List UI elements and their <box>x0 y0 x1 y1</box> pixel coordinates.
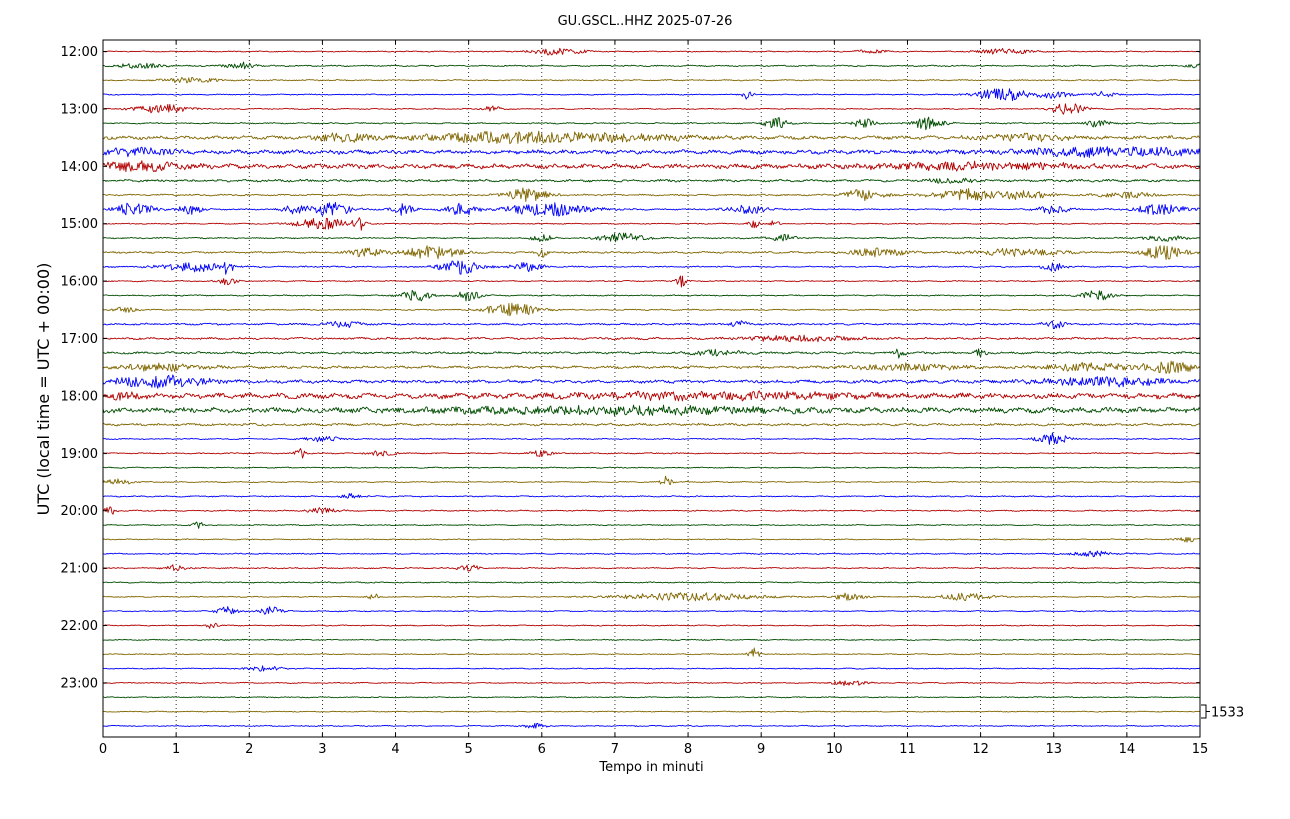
amplitude-scale: 1533 <box>1201 704 1244 721</box>
trace-2130 <box>102 592 1201 602</box>
y-axis-ticks: 12:00 13:00 14:00 15:00 16:00 17:00 18:00 19:00… <box>61 45 1200 691</box>
trace-1430 <box>102 187 1201 203</box>
x-tick-label: 14 <box>1119 742 1136 757</box>
x-tick-label: 9 <box>757 742 765 757</box>
trace-2200 <box>102 622 1201 629</box>
scale-bar <box>1201 704 1210 719</box>
trace-1830 <box>102 422 1201 427</box>
trace-1745 <box>102 374 1201 389</box>
trace-2045 <box>102 550 1201 558</box>
y-tick-label: 23:00 <box>61 676 98 691</box>
trace-1915 <box>102 466 1201 469</box>
trace-1500 <box>102 217 1201 231</box>
trace-1845 <box>102 432 1201 445</box>
trace-2315 <box>102 696 1201 699</box>
y-tick-label: 22:00 <box>61 619 98 634</box>
x-tick-label: 6 <box>538 742 546 757</box>
trace-1315 <box>102 116 1201 131</box>
x-tick-label: 4 <box>391 742 399 757</box>
y-tick-label: 19:00 <box>61 447 98 462</box>
trace-1900 <box>102 448 1201 459</box>
y-tick-label: 21:00 <box>61 562 98 577</box>
trace-2000 <box>102 506 1201 515</box>
trace-1415 <box>102 177 1201 184</box>
trace-1215 <box>102 61 1201 70</box>
x-tick-label: 13 <box>1045 742 1062 757</box>
seismogram-traces <box>102 47 1201 729</box>
trace-1730 <box>102 360 1201 374</box>
trace-1230 <box>102 76 1201 84</box>
x-tick-label: 5 <box>465 742 473 757</box>
trace-1530 <box>102 245 1201 261</box>
x-tick-label: 0 <box>99 742 107 757</box>
trace-2345 <box>102 722 1201 729</box>
y-tick-label: 18:00 <box>61 389 98 404</box>
vertical-grid <box>175 40 1128 737</box>
trace-1600 <box>102 275 1201 288</box>
trace-1330 <box>102 130 1201 145</box>
y-tick-label: 12:00 <box>61 45 98 60</box>
trace-1300 <box>102 103 1201 115</box>
trace-1930 <box>102 475 1201 485</box>
trace-2300 <box>102 680 1201 687</box>
trace-1200 <box>103 47 1201 56</box>
trace-1630 <box>102 302 1201 317</box>
x-tick-label: 11 <box>899 742 916 757</box>
y-tick-label: 20:00 <box>61 504 98 519</box>
trace-2245 <box>102 665 1201 672</box>
trace-1945 <box>102 493 1201 499</box>
x-axis-label: Tempo in minuti <box>598 760 703 775</box>
y-tick-label: 13:00 <box>61 102 98 117</box>
trace-1815 <box>102 404 1201 417</box>
x-tick-label: 2 <box>245 742 253 757</box>
x-tick-label: 12 <box>972 742 989 757</box>
x-tick-label: 15 <box>1192 742 1209 757</box>
x-tick-label: 8 <box>684 742 692 757</box>
scale-label: 1533 <box>1211 706 1244 721</box>
trace-2115 <box>102 581 1201 584</box>
y-axis-label: UTC (local time = UTC + 00:00) <box>34 263 53 516</box>
trace-1345 <box>102 146 1201 158</box>
trace-1715 <box>102 348 1201 359</box>
trace-2215 <box>102 638 1201 641</box>
plot-frame <box>102 39 1201 738</box>
x-tick-label: 10 <box>826 742 843 757</box>
y-tick-label: 17:00 <box>61 332 98 347</box>
trace-1515 <box>102 232 1201 243</box>
trace-2230 <box>102 647 1201 657</box>
x-axis-ticks: 0 1 2 3 4 5 6 7 8 9 10 11 12 13 14 15 <box>99 40 1208 757</box>
y-tick-label: 14:00 <box>61 160 98 175</box>
trace-1245 <box>102 88 1201 102</box>
trace-1615 <box>102 289 1201 302</box>
trace-2100 <box>102 564 1201 572</box>
trace-1445 <box>102 201 1201 217</box>
trace-1700 <box>102 334 1201 343</box>
trace-2330 <box>102 710 1201 713</box>
chart-title: GU.GSCL..HHZ 2025-07-26 <box>558 14 733 29</box>
trace-2145 <box>102 606 1201 615</box>
x-tick-label: 3 <box>318 742 326 757</box>
y-tick-label: 16:00 <box>61 275 98 290</box>
trace-1800 <box>102 390 1201 402</box>
trace-1545 <box>102 260 1201 275</box>
trace-1400 <box>102 160 1201 173</box>
x-tick-label: 1 <box>172 742 180 757</box>
x-tick-label: 7 <box>611 742 619 757</box>
trace-2030 <box>102 536 1201 543</box>
trace-1645 <box>102 320 1201 330</box>
trace-2015 <box>102 521 1201 529</box>
y-tick-label: 15:00 <box>61 217 98 232</box>
